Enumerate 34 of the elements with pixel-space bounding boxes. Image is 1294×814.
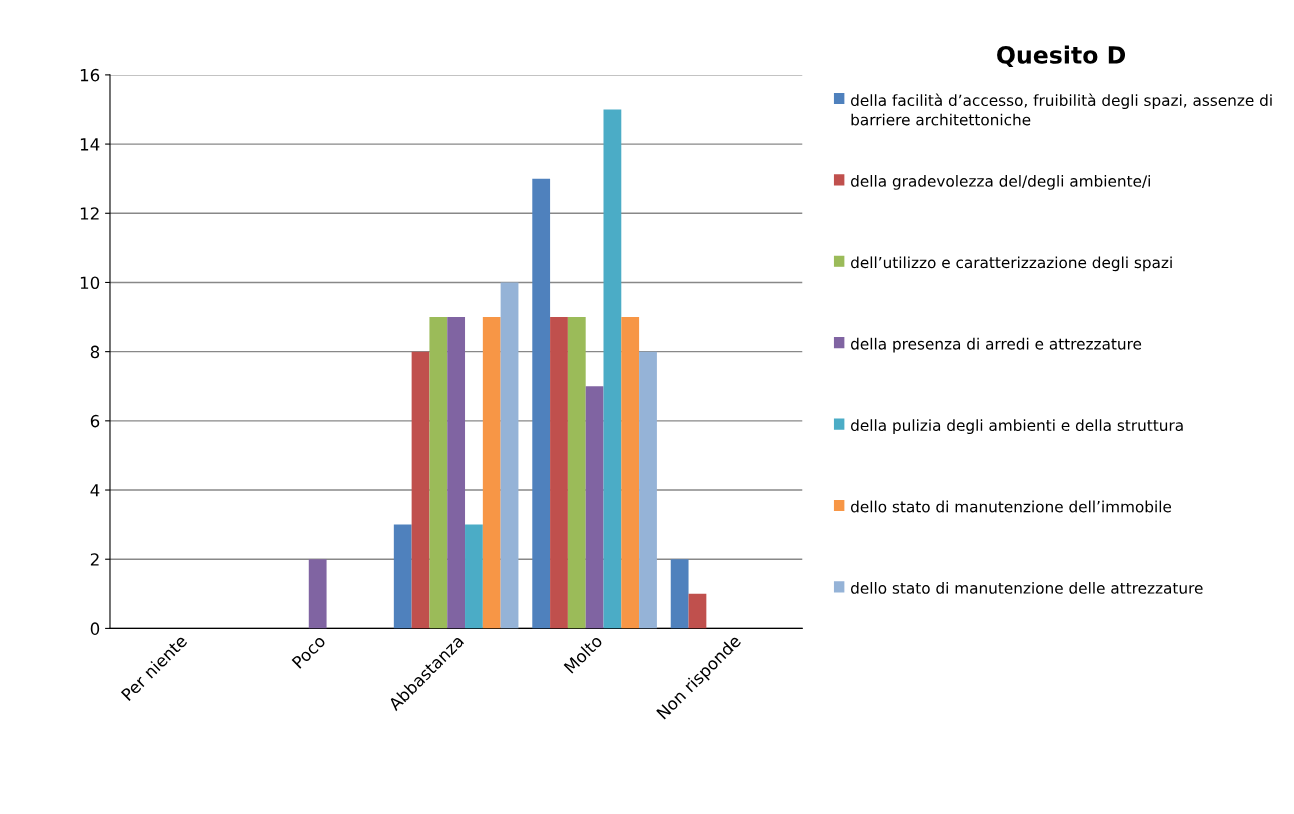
y-tick-label: 4 [90,484,100,497]
bar [639,351,657,629]
y-tick-label: 14 [80,138,100,151]
y-tick-label: 16 [80,68,100,82]
bar [500,282,519,629]
y-tick-label: 2 [90,553,99,566]
bar [688,593,707,629]
y-tick-label: 6 [90,414,100,428]
y-tick-label: 10 [80,276,100,290]
bar [393,524,412,629]
bar [429,317,448,629]
y-tick-label: 0 [90,622,100,635]
bar [308,559,327,629]
bar [447,317,466,629]
y-tick-label: 12 [80,207,99,220]
bar [411,351,430,629]
legend-label: della facilità d’accesso, fruibilità degli spazi, assenze di barriere architettoniche [851,93,1272,126]
legend-label: dello stato di manutenzione delle attrezzature [851,582,1203,594]
bar [532,178,551,629]
bar [603,109,622,629]
legend-label: dell’utilizzo e caratterizzazione degli spazi [851,256,1172,272]
bar [621,317,640,629]
legend-label: dello stato di manutenzione dell’immobile [851,500,1172,513]
bar [550,317,568,629]
y-tick-label: 8 [90,345,100,359]
bar [670,559,689,629]
bar [482,317,501,629]
text: Quesito D [997,45,1126,67]
bar [465,524,483,629]
bar [585,386,604,629]
legend-label: della presenza di arredi e attrezzature [851,337,1142,353]
bar [567,317,586,629]
legend-label: della pulizia degli ambienti e della struttura [851,419,1183,434]
legend-label: della gradevolezza del/degli ambiente/i [851,175,1150,190]
